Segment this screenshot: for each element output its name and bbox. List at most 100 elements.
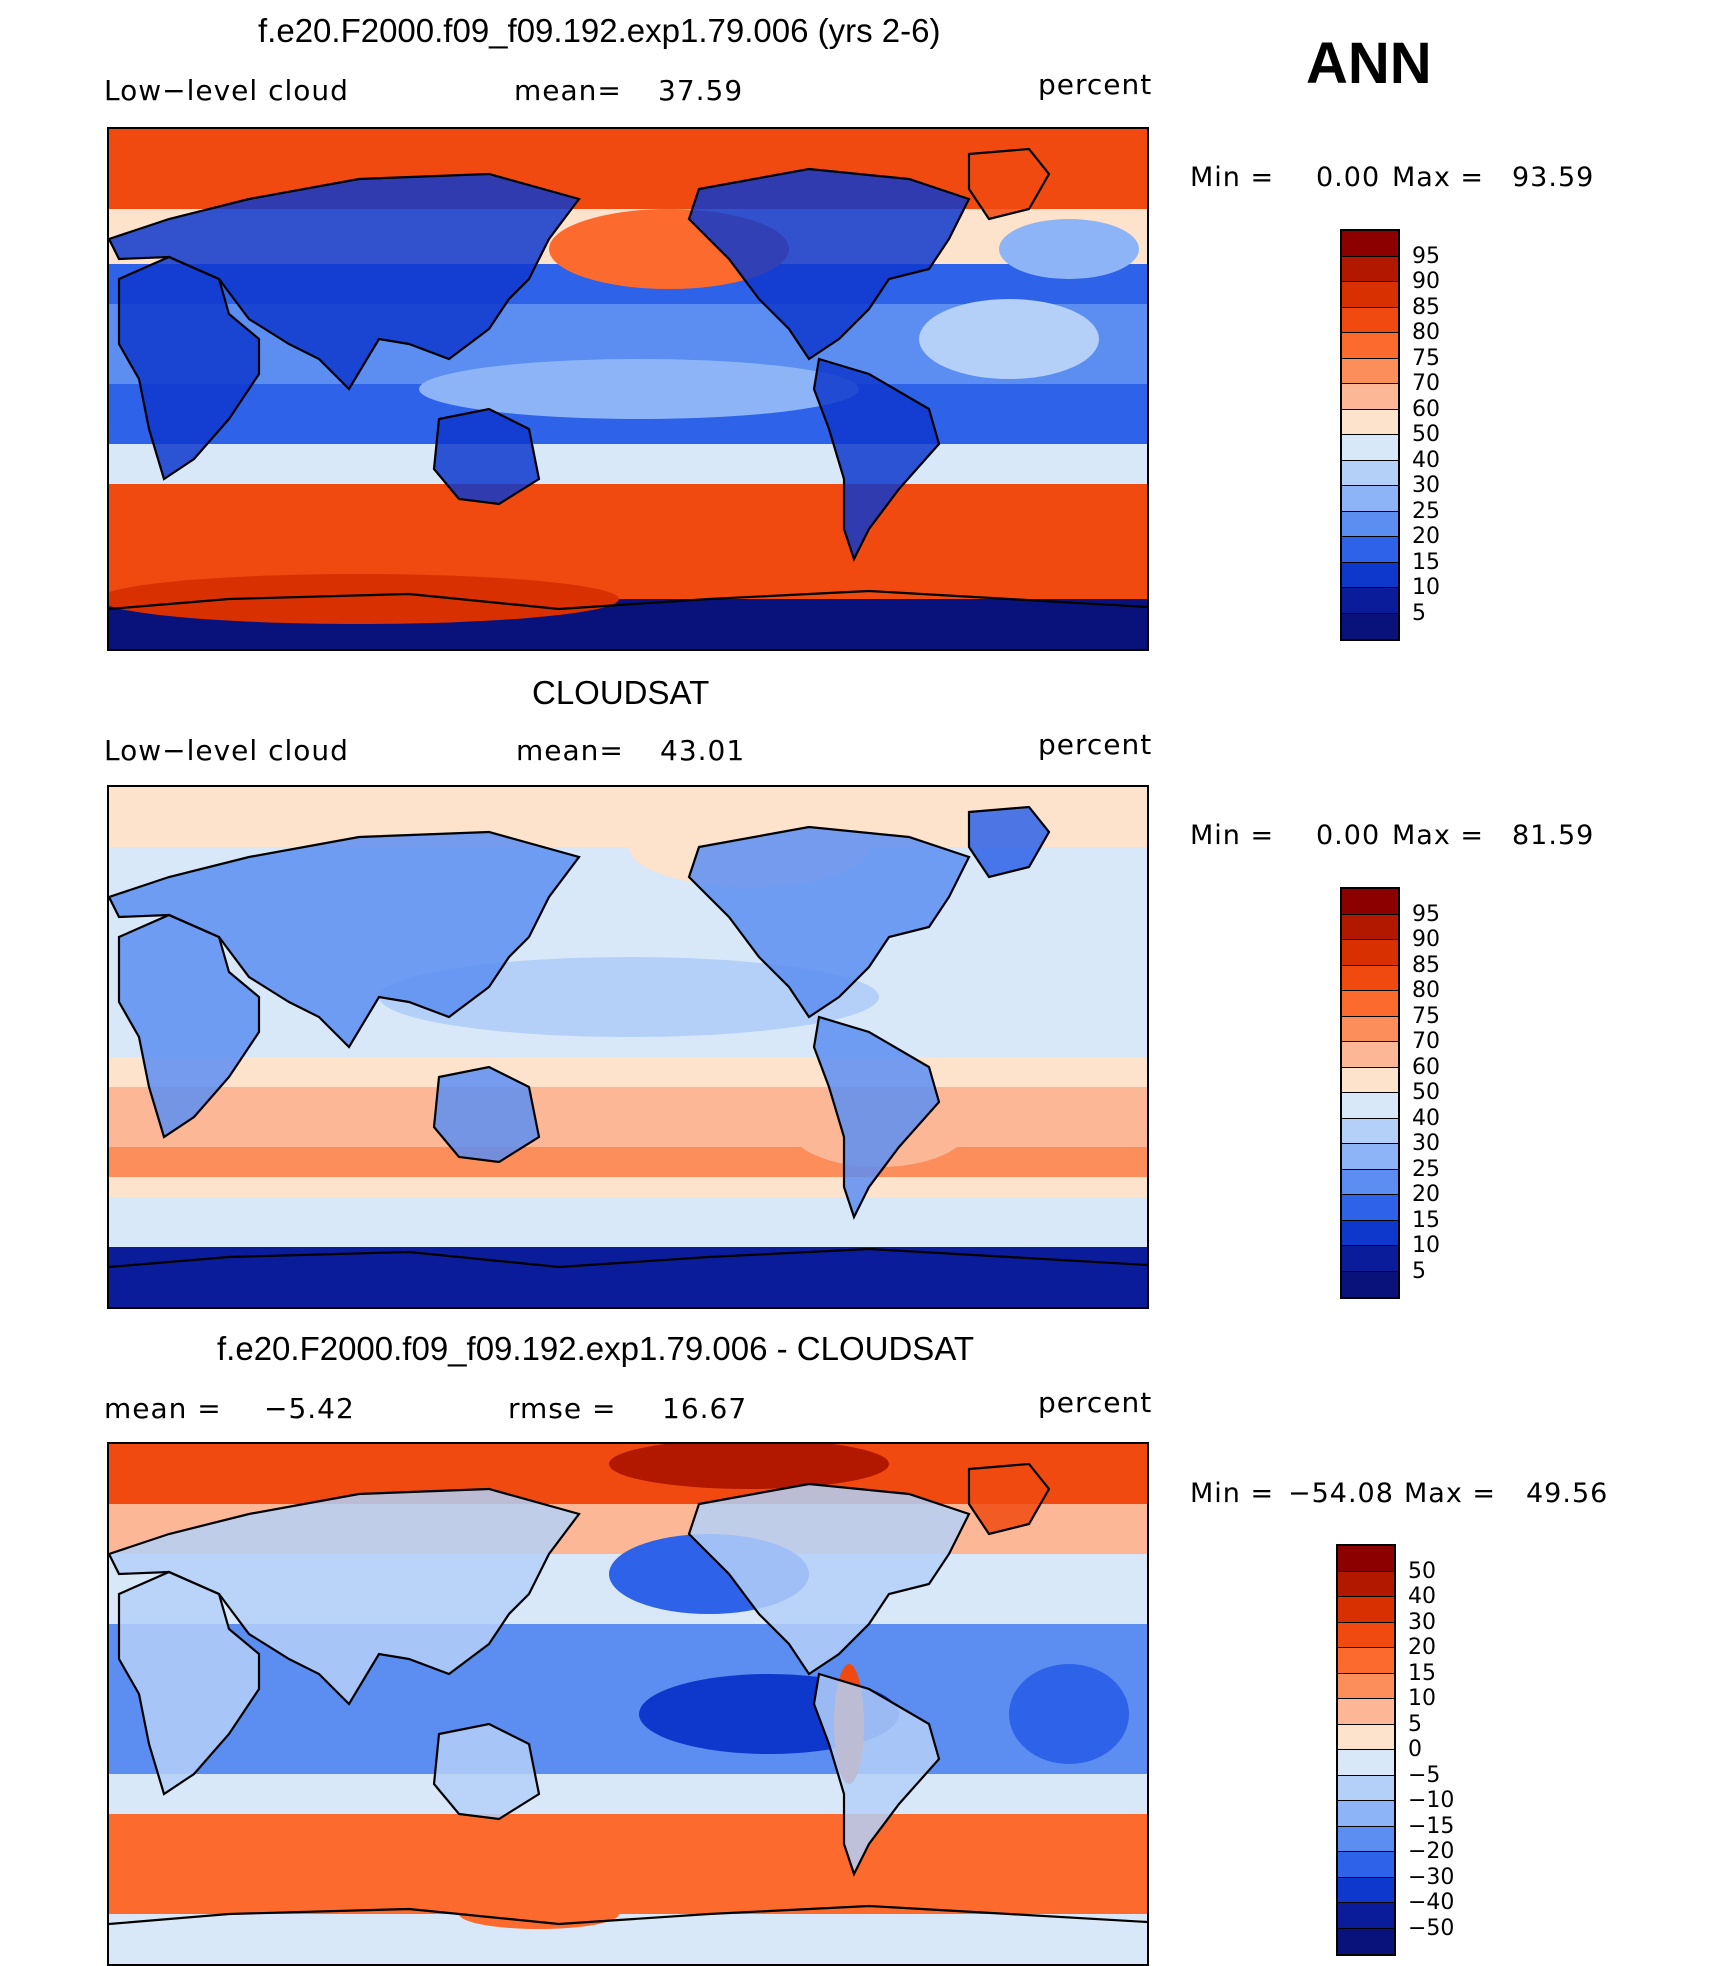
colorbar-segment [1342,1067,1398,1093]
colorbar-tick-label: 30 [1412,473,1440,498]
panel-2-field [109,787,1147,1307]
colorbar-tick-label: −30 [1408,1864,1455,1890]
coastline [687,167,971,361]
colorbar-tick-label: 5 [1412,600,1426,626]
colorbar-tick-label: 95 [1412,243,1440,269]
colorbar-tick-label: −5 [1408,1762,1441,1788]
colorbar-segment [1342,562,1398,588]
colorbar-segment [1338,1750,1394,1776]
colorbar-segment [1338,1826,1394,1852]
panel-1-field [109,129,1147,649]
field-patch [109,1814,1147,1914]
colorbar-segment [1342,384,1398,410]
colorbar-segment [1338,1648,1394,1674]
colorbar-tick-label: 15 [1408,1660,1436,1686]
panel-3-max-value: 49.56 [1526,1478,1609,1509]
colorbar-tick-label: 10 [1412,1233,1440,1258]
colorbar-segment [1342,333,1398,359]
panel-2-map [107,785,1149,1309]
panel-3-mean-value: −5.42 [264,1392,355,1425]
colorbar-tick-label: 85 [1412,294,1440,320]
colorbar-segment [1342,282,1398,308]
panel-3-title: f.e20.F2000.f09_f09.192.exp1.79.006 - CL… [217,1330,975,1367]
colorbar-segment [1342,435,1398,461]
field-patch [109,1147,1147,1177]
colorbar-segment [1338,1903,1394,1929]
colorbar-tick-label: 15 [1412,549,1440,575]
coastline [109,830,581,1049]
colorbar-segment [1338,1928,1394,1954]
panel-1-units: percent [1038,68,1153,101]
coastline [432,1065,541,1164]
colorbar-tick-label: 40 [1412,447,1440,473]
colorbar-tick-label: 10 [1412,575,1440,600]
field-patch [919,299,1099,379]
continent-fill [814,1017,939,1217]
field-patch [109,1087,1147,1157]
continent-fill [109,832,579,1047]
coastline [432,407,541,506]
coastline [109,1487,581,1706]
field-patch [609,1444,889,1489]
colorbar-tick-label: 75 [1412,1003,1440,1029]
colorbar-tick-label: 10 [1408,1686,1436,1711]
field-patch [459,1899,619,1929]
colorbar-tick-label: 5 [1408,1711,1422,1737]
coastline [687,825,971,1019]
coastline [812,1015,941,1220]
colorbar-segment [1342,1271,1398,1297]
continent-fill [109,174,579,389]
panel-1-mean-label: mean= [514,74,622,107]
field-patch [109,574,619,624]
colorbar-tick-label: 50 [1412,1080,1440,1105]
continent-fill [969,1464,1049,1534]
colorbar-segment [1342,460,1398,486]
colorbar-tick-label: −20 [1408,1839,1455,1864]
field-patch [109,1774,1147,1814]
colorbar-segment [1342,486,1398,512]
panel-2-units: percent [1038,728,1153,761]
colorbar-tick-label: 70 [1412,371,1440,396]
colorbar-segment [1342,613,1398,639]
colorbar-tick-label: 70 [1412,1029,1440,1054]
colorbar-segment [1342,1093,1398,1119]
colorbar-tick-label: 90 [1412,927,1440,952]
field-patch [109,1197,1147,1247]
continent-fill [969,807,1049,877]
colorbar-segment [1342,1042,1398,1068]
colorbar-segment [1338,1775,1394,1801]
continent-fill [109,1489,579,1704]
colorbar-tick-label: 80 [1412,978,1440,1003]
coastline [432,1722,541,1821]
colorbar-tick-label: 60 [1412,1054,1440,1080]
colorbar-tick-label: 20 [1408,1635,1436,1660]
season-label: ANN [1306,31,1432,96]
field-patch [109,444,1147,484]
continent-fill [689,169,969,359]
panel-3-max-label: Max = [1404,1478,1497,1509]
colorbar-segment [1338,1852,1394,1878]
colorbar-segment [1338,1699,1394,1725]
colorbar-segment [1342,889,1398,915]
colorbar-tick-label: 50 [1412,422,1440,447]
colorbar-segment [1342,914,1398,940]
colorbar-segment [1342,231,1398,257]
coastline [109,1247,1147,1269]
panel-3-field [109,1444,1147,1964]
colorbar-segment [1342,965,1398,991]
coastline [109,1904,1147,1926]
coastline [812,357,941,562]
panel-2-title: CLOUDSAT [532,674,710,711]
colorbar-tick-label: 80 [1412,320,1440,345]
field-patch [379,957,879,1037]
coastline [967,1462,1051,1536]
colorbar-segment [1338,1877,1394,1903]
colorbar-segment [1338,1571,1394,1597]
panel-3-units: percent [1038,1386,1153,1419]
panel-2-min-value: 0.00 [1316,820,1381,851]
panel-1-max-value: 93.59 [1512,162,1595,193]
colorbar-tick-label: −40 [1408,1890,1455,1915]
colorbar-segment [1342,1220,1398,1246]
panel-2-mean-value: 43.01 [660,734,746,767]
colorbar-tick-label: 40 [1412,1105,1440,1131]
